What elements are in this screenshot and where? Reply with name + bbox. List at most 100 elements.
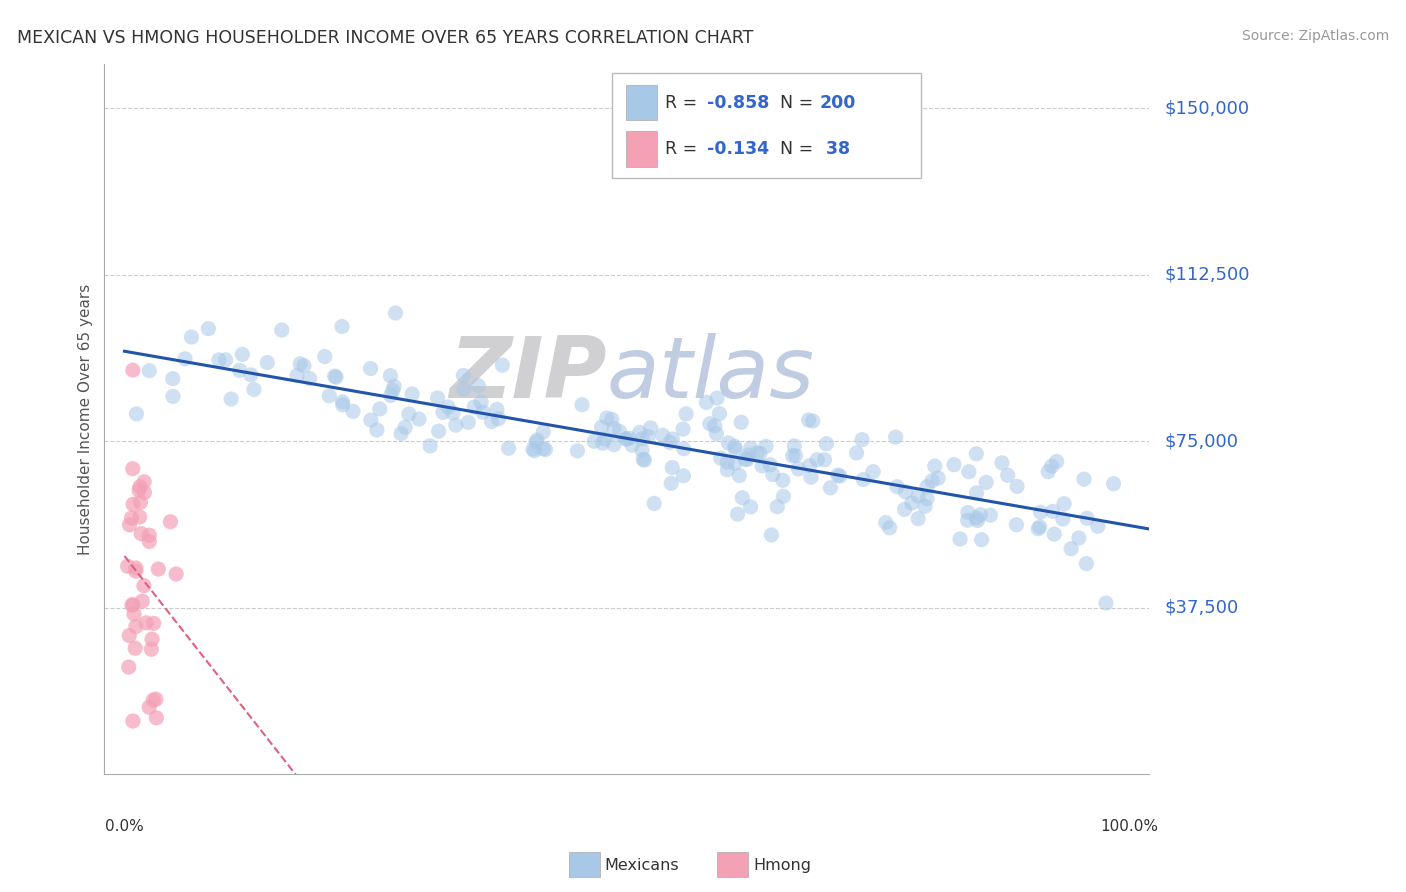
Text: 38: 38 — [820, 140, 849, 158]
Point — [531, 425, 554, 439]
Point — [256, 355, 278, 369]
Point — [214, 352, 236, 367]
Point — [481, 415, 503, 429]
Point — [593, 432, 616, 446]
Point — [943, 458, 966, 472]
Point — [1038, 465, 1060, 479]
Point — [174, 351, 197, 366]
Point — [121, 461, 143, 475]
Point — [129, 495, 152, 509]
Point — [243, 383, 266, 397]
Point — [894, 484, 917, 499]
Point — [799, 458, 821, 473]
Point — [609, 425, 631, 439]
Point — [239, 368, 262, 382]
Text: $37,500: $37,500 — [1164, 599, 1239, 617]
Point — [382, 379, 405, 393]
Point — [801, 414, 824, 428]
Point — [138, 534, 160, 549]
Point — [120, 511, 142, 525]
Point — [491, 358, 513, 372]
Point — [727, 507, 749, 521]
Point — [180, 330, 202, 344]
Point — [637, 429, 659, 443]
Point — [783, 439, 806, 453]
Point — [498, 441, 520, 455]
Point — [600, 412, 623, 426]
Point — [695, 395, 717, 409]
Point — [1076, 511, 1098, 525]
Point — [815, 436, 838, 450]
Point — [886, 480, 908, 494]
Point — [125, 561, 148, 575]
Point — [485, 402, 508, 417]
Text: 200: 200 — [820, 94, 856, 112]
Point — [755, 439, 778, 453]
Point — [884, 430, 907, 444]
Point — [142, 616, 165, 631]
Text: 0.0%: 0.0% — [105, 819, 143, 834]
Point — [1052, 512, 1074, 526]
Point — [134, 475, 156, 489]
Point — [148, 562, 170, 576]
Point — [534, 442, 557, 457]
Point — [915, 491, 938, 506]
Point — [614, 432, 637, 446]
Point — [661, 432, 683, 446]
Point — [728, 468, 751, 483]
Point — [862, 465, 884, 479]
Point — [901, 496, 924, 510]
Point — [419, 439, 441, 453]
Point — [197, 321, 219, 335]
Point — [633, 453, 655, 467]
Point — [138, 528, 160, 542]
Point — [603, 438, 626, 452]
Text: $112,500: $112,500 — [1164, 266, 1250, 284]
Point — [614, 432, 637, 446]
Text: N =: N = — [780, 94, 820, 112]
Point — [381, 384, 404, 398]
Point — [956, 513, 979, 527]
Point — [965, 511, 987, 525]
Text: Mexicans: Mexicans — [605, 858, 679, 872]
Point — [820, 481, 842, 495]
Point — [787, 462, 810, 476]
Point — [342, 404, 364, 418]
Point — [121, 599, 143, 613]
Point — [907, 489, 929, 503]
Point — [228, 363, 250, 377]
Point — [270, 323, 292, 337]
Text: Source: ZipAtlas.com: Source: ZipAtlas.com — [1241, 29, 1389, 43]
Point — [759, 458, 782, 472]
Point — [380, 388, 402, 402]
Point — [360, 413, 382, 427]
Point — [1043, 527, 1066, 541]
Point — [965, 447, 987, 461]
Point — [631, 432, 654, 446]
Point — [135, 615, 157, 630]
Point — [285, 368, 308, 383]
Point — [394, 420, 416, 434]
Text: -0.858: -0.858 — [707, 94, 769, 112]
Text: 100.0%: 100.0% — [1099, 819, 1159, 834]
Point — [800, 470, 823, 484]
Text: $75,000: $75,000 — [1164, 433, 1239, 450]
Point — [1040, 459, 1063, 474]
Point — [1102, 476, 1125, 491]
Point — [596, 411, 619, 425]
Point — [437, 400, 460, 414]
Point — [915, 479, 938, 493]
Point — [121, 598, 143, 612]
Point — [1067, 531, 1090, 545]
Point — [672, 442, 695, 456]
Point — [471, 405, 494, 419]
Point — [118, 660, 141, 674]
Text: R =: R = — [665, 140, 703, 158]
Point — [797, 413, 820, 427]
Point — [141, 642, 163, 657]
Point — [716, 463, 738, 477]
Point — [991, 456, 1014, 470]
Point — [132, 579, 155, 593]
Point — [724, 442, 747, 456]
Point — [290, 357, 312, 371]
